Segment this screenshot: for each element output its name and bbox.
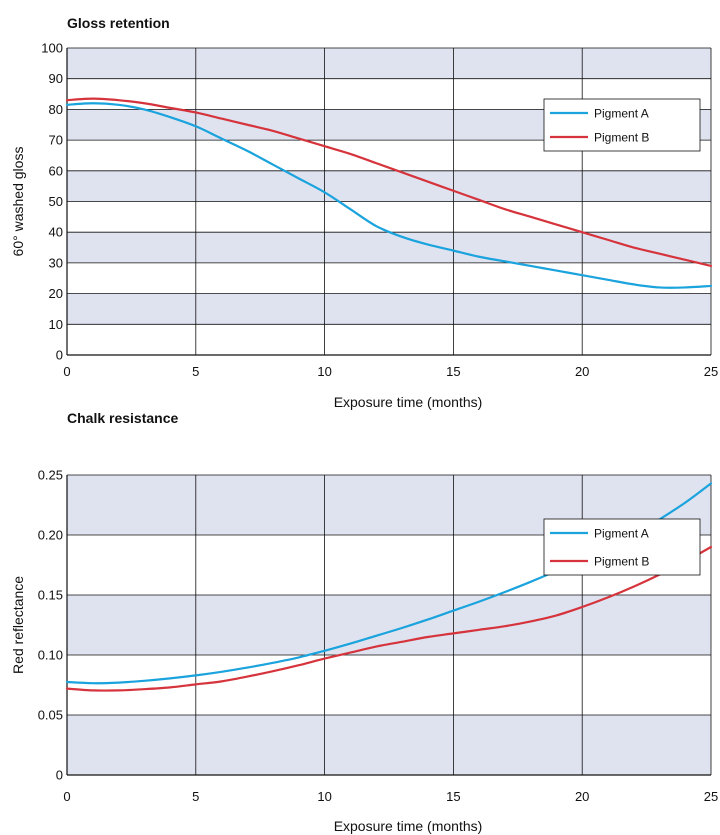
y-tick-label: 40	[49, 225, 63, 240]
plot-band	[67, 715, 711, 775]
y-tick-label: 100	[41, 41, 63, 56]
legend-label: Pigment B	[594, 555, 649, 569]
y-axis-title: Red reflectance	[10, 576, 26, 674]
series-line-pigment-b	[65, 97, 713, 268]
y-tick-label: 50	[49, 194, 63, 209]
x-tick-label: 20	[575, 789, 589, 804]
x-tick-label: 10	[317, 789, 331, 804]
y-tick-label: 0.15	[38, 588, 63, 603]
y-tick-label: 0	[56, 348, 63, 363]
gloss-retention-chart: Gloss retention 0 10 20 30 40 50 60 70 80 90 100 0 5…	[10, 15, 718, 411]
y-tick-label: 20	[49, 286, 63, 301]
y-tick-label: 0.25	[38, 468, 63, 483]
legend-box	[543, 518, 701, 576]
y-tick-label: 30	[49, 255, 63, 270]
x-tick-label: 5	[192, 789, 199, 804]
y-tick-label: 90	[49, 71, 63, 86]
x-axis-title: Exposure time (months)	[334, 818, 483, 834]
x-tick-label: 15	[446, 789, 460, 804]
y-tick-label: 10	[49, 317, 63, 332]
chalk-resistance-chart: Chalk resistance 0 0.05 0.10 0.15 0.20 0.25 0 5…	[0, 410, 720, 835]
x-tick-label: 10	[317, 364, 331, 379]
gloss-retention-plot: 0 10 20 30 40 50 60 70 80 90 100 0 5 10 15 20 25 Exposure…	[10, 41, 718, 411]
y-tick-label: 0	[56, 768, 63, 783]
legend-label: Pigment A	[594, 107, 649, 121]
y-tick-label: 0.05	[38, 708, 63, 723]
x-tick-label: 15	[446, 364, 460, 379]
chalk-resistance-plot: 0 0.05 0.10 0.15 0.20 0.25 0 5 10 15 20 25 Exposure …	[10, 468, 718, 835]
legend-label: Pigment B	[594, 131, 649, 145]
chart-title: Chalk resistance	[67, 410, 179, 426]
legend-box	[543, 98, 701, 152]
y-tick-label: 60	[49, 163, 63, 178]
plot-band	[67, 595, 711, 655]
plot-band	[67, 48, 711, 79]
series-line-pigment-a	[65, 102, 713, 289]
y-tick-label: 0.20	[38, 528, 63, 543]
y-tick-label: 80	[49, 102, 63, 117]
x-tick-label: 0	[63, 789, 70, 804]
plot-band	[67, 293, 711, 325]
y-tick-label: 0.10	[38, 648, 63, 663]
plot-band	[67, 232, 711, 263]
x-tick-label: 25	[704, 364, 718, 379]
x-tick-label: 5	[192, 364, 199, 379]
y-tick-label: 70	[49, 133, 63, 148]
legend-label: Pigment A	[594, 527, 649, 541]
x-axis-title: Exposure time (months)	[334, 394, 483, 410]
x-tick-label: 20	[575, 364, 589, 379]
plot-band	[67, 170, 711, 202]
x-tick-label: 0	[63, 364, 70, 379]
series-line-pigment-b	[65, 545, 713, 692]
chart-title: Gloss retention	[67, 15, 170, 31]
x-tick-label: 25	[704, 789, 718, 804]
y-axis-title: 60° washed gloss	[10, 147, 26, 257]
